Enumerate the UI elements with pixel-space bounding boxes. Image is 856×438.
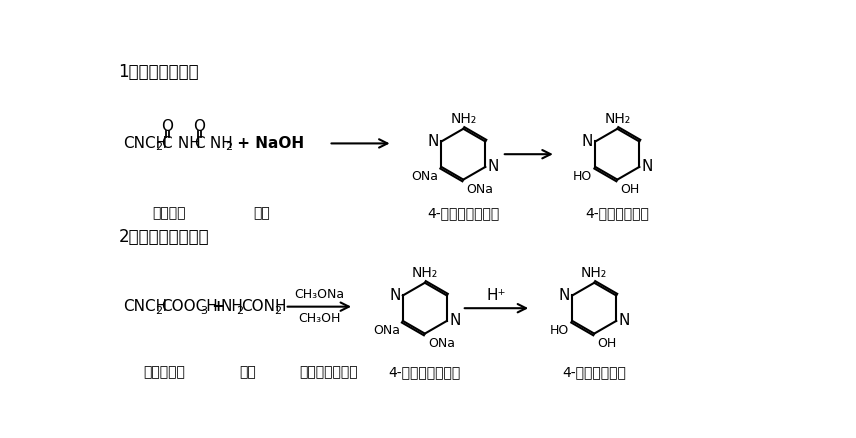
Text: 3: 3 [200,306,207,315]
Text: 氯乙酸甲酯: 氯乙酸甲酯 [144,365,186,379]
Text: NH₂: NH₂ [450,112,477,126]
Text: 2: 2 [155,142,163,152]
Text: CNCH: CNCH [123,299,167,314]
Text: C: C [162,136,172,151]
Text: + NaOH: + NaOH [232,136,304,151]
Text: NH₂: NH₂ [412,266,438,280]
Text: COOCH: COOCH [161,299,217,314]
Text: CH₃ONa: CH₃ONa [294,288,344,301]
Text: OH: OH [597,337,616,350]
Text: ONa: ONa [467,183,493,196]
Text: 尿素: 尿素 [240,365,256,379]
Text: O: O [193,119,205,134]
Text: 甲醇钓甲醇溶液: 甲醇钓甲醇溶液 [300,365,358,379]
Text: 4-氨基呀呃呀婐钓: 4-氨基呀呃呀婐钓 [389,365,461,379]
Text: 2: 2 [236,306,243,315]
Text: CNCH: CNCH [123,136,167,151]
Text: N: N [389,288,401,303]
Text: 氯乙酰脲: 氯乙酰脲 [152,206,186,220]
Text: 1、氯乙酰脲法：: 1、氯乙酰脲法： [118,64,199,81]
Text: ONa: ONa [428,337,455,350]
Text: ONa: ONa [411,170,438,183]
Text: NH: NH [205,136,233,151]
Text: O: O [161,119,173,134]
Text: 4-氨基呀呃呀婐钓: 4-氨基呀呃呀婐钓 [427,206,499,220]
Text: +: + [207,299,230,314]
Text: NH₂: NH₂ [604,112,631,126]
Text: 4-氨基呀呃呀婐: 4-氨基呀呃呀婐 [586,206,650,220]
Text: N: N [642,159,653,174]
Text: 液籱: 液籱 [253,206,270,220]
Text: CONH: CONH [241,299,287,314]
Text: C: C [194,136,205,151]
Text: NH: NH [220,299,243,314]
Text: 2、氯乙酸甲酯法：: 2、氯乙酸甲酯法： [118,228,209,246]
Text: N: N [559,288,570,303]
Text: N: N [488,159,499,174]
Text: CH₃OH: CH₃OH [298,312,341,325]
Text: HO: HO [550,324,569,337]
Text: 4-氨基呀呃呀婐: 4-氨基呀呃呀婐 [562,365,627,379]
Text: N: N [449,314,461,328]
Text: ONa: ONa [372,324,400,337]
Text: NH: NH [173,136,201,151]
Text: N: N [619,314,630,328]
Text: 2: 2 [274,306,281,315]
Text: N: N [428,134,439,149]
Text: 2: 2 [155,306,163,315]
Text: NH₂: NH₂ [581,266,608,280]
Text: H⁺: H⁺ [487,288,506,304]
Text: HO: HO [573,170,592,183]
Text: N: N [581,134,593,149]
Text: 2: 2 [224,142,232,152]
Text: OH: OH [621,183,639,196]
